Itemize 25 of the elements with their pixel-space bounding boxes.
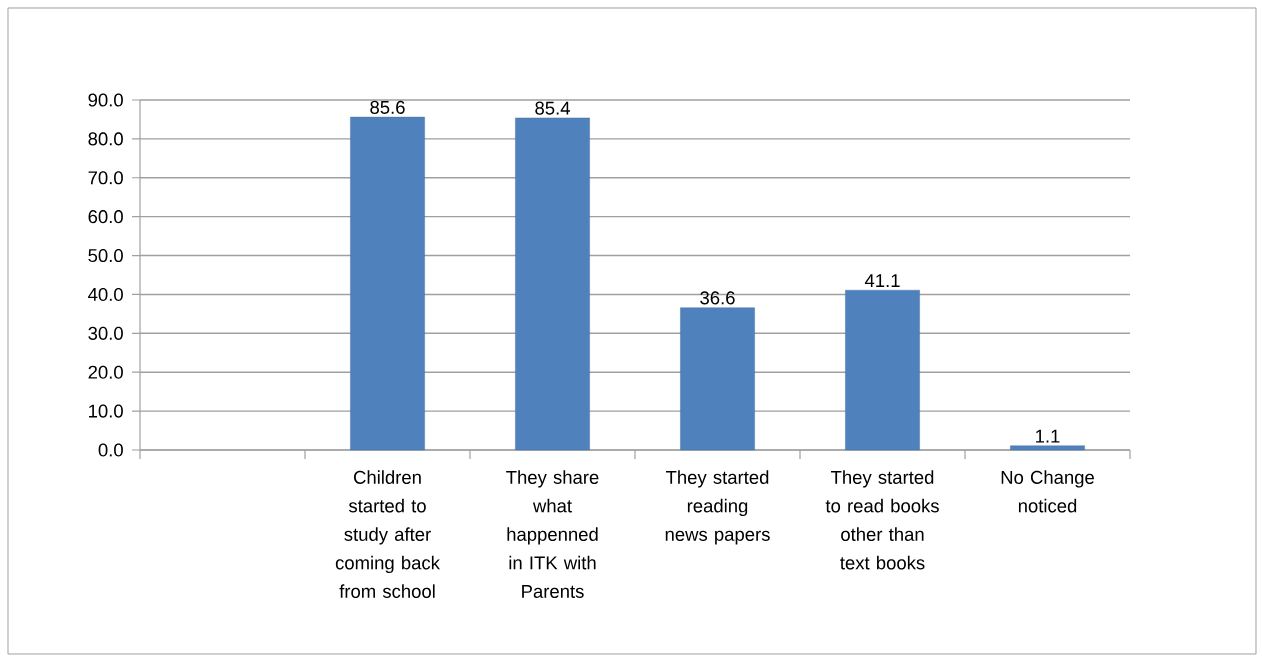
y-tick-label: 60.0 [88, 210, 123, 224]
bar [845, 289, 920, 451]
data-label: 1.1 [1036, 429, 1060, 443]
y-tick-label: 50.0 [88, 248, 123, 263]
x-tick-label: They started to read books other than text books [825, 470, 939, 570]
data-label: 85.6 [370, 100, 405, 114]
bar [680, 307, 755, 451]
x-tick-label: They share what happenned in ITK with Parents [506, 470, 599, 598]
x-tick-label: Children started to study after coming back from school [335, 470, 440, 598]
y-tick-label: 40.0 [88, 287, 123, 301]
x-tick-label: They started reading news papers [665, 470, 770, 545]
y-tick-label: 90.0 [88, 93, 123, 107]
bar [350, 116, 425, 451]
data-label: 41.1 [864, 274, 900, 287]
y-tick-label: 10.0 [89, 404, 123, 418]
x-tick-label: No Change noticed [1001, 470, 1094, 513]
bar [1010, 445, 1085, 451]
bar [515, 117, 590, 451]
y-tick-label: 30.0 [88, 326, 123, 340]
data-label: 36.6 [700, 291, 735, 305]
y-tick-label: 70.0 [88, 171, 123, 185]
y-tick-label: 0.0 [98, 443, 123, 457]
y-tick-label: 80.0 [88, 132, 123, 146]
data-label: 85.4 [535, 101, 570, 115]
y-tick-label: 20.0 [88, 365, 123, 379]
